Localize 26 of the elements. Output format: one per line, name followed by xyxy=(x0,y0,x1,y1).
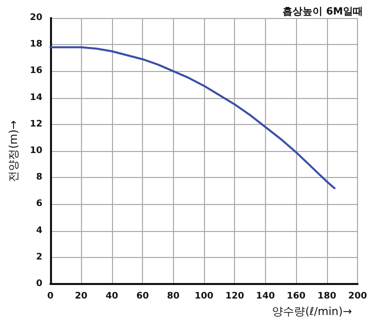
line-series xyxy=(49,46,336,190)
x-axis-title: 양수량(ℓ/min)→ xyxy=(272,305,352,318)
x-tick-label: 20 xyxy=(74,292,88,302)
x-tick-label: 160 xyxy=(286,292,306,302)
x-tick-label: 180 xyxy=(317,292,336,302)
x-tick-label: 60 xyxy=(136,292,149,302)
x-tick-label: 40 xyxy=(106,292,118,302)
y-tick-label: 4 xyxy=(36,226,42,236)
y-axis-title: 전양정(m)→ xyxy=(7,120,20,182)
x-tick-label: 120 xyxy=(225,292,244,302)
x-tick-label: 0 xyxy=(47,292,54,302)
y-tick-label: 14 xyxy=(30,92,42,103)
y-tick-label: 20 xyxy=(30,13,42,23)
y-tick-label: 8 xyxy=(36,172,42,183)
y-tick-label: 12 xyxy=(30,119,42,130)
y-tick-label: 6 xyxy=(36,199,42,210)
x-tick-label: 80 xyxy=(167,292,180,302)
chart-title: 흡상높이 6M일때 xyxy=(282,6,363,18)
x-tick-label: 200 xyxy=(348,292,368,302)
x-tick-label: 100 xyxy=(194,292,214,302)
y-tick-label: 10 xyxy=(30,146,42,156)
y-tick-label: 2 xyxy=(36,252,42,262)
y-tick-label: 18 xyxy=(30,40,42,50)
y-tick-label: 0 xyxy=(36,279,42,289)
y-tick-label: 16 xyxy=(30,66,42,76)
x-tick-label: 140 xyxy=(256,292,275,302)
